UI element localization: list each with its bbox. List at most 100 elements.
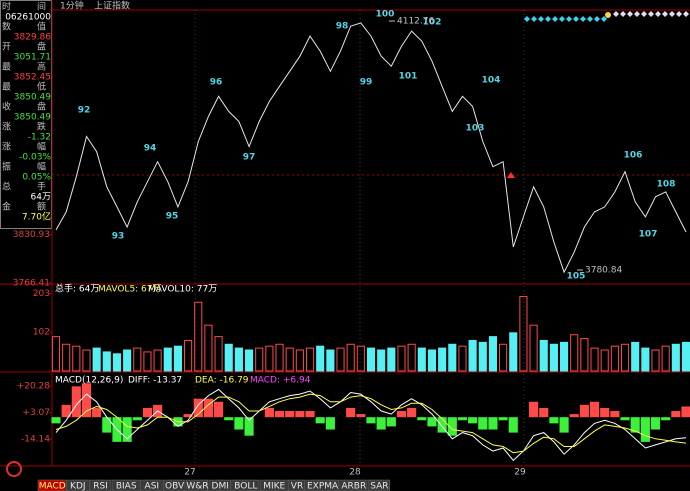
volume-bar — [478, 341, 487, 372]
y-tick-label: +3.07 — [22, 408, 50, 418]
marker — [552, 16, 558, 22]
wave-label: 93 — [112, 232, 125, 242]
macd-bar — [81, 383, 92, 418]
info-value: 3850.49 — [14, 93, 51, 103]
macd-bar — [681, 406, 690, 418]
macd-bar — [193, 398, 203, 418]
tab-label[interactable]: BOLL — [234, 482, 257, 491]
panel-legend: MAVOL10: 77万 — [148, 285, 217, 295]
volume-bar — [458, 345, 467, 372]
volume-bar — [509, 332, 518, 372]
tab-label[interactable]: MIKE — [263, 482, 285, 491]
tab[interactable] — [88, 479, 112, 491]
tab-label[interactable]: ASI — [145, 482, 160, 491]
wave-label: 96 — [210, 78, 223, 88]
macd-bar — [366, 417, 376, 424]
volume-bar — [316, 345, 325, 372]
volume-bar — [377, 349, 386, 372]
macd-bar — [600, 407, 610, 418]
x-tick-label: 28 — [349, 468, 361, 478]
volume-bar — [529, 324, 538, 372]
macd-bar — [315, 417, 325, 424]
volume-bar — [346, 343, 355, 372]
marker — [559, 16, 565, 22]
macd-bar — [295, 411, 305, 418]
volume-bar — [397, 345, 406, 372]
volume-bar — [620, 343, 630, 372]
tab[interactable] — [339, 479, 368, 491]
volume-bar — [82, 349, 91, 372]
volume-bar — [539, 339, 548, 372]
info-value: 7.70亿 — [22, 211, 51, 223]
panel-legend: MAVOL5: 67万 — [98, 285, 162, 295]
tab[interactable] — [162, 479, 186, 491]
volume-bar — [519, 296, 528, 372]
tab-label[interactable]: EXPMA — [307, 482, 339, 491]
marker — [683, 11, 689, 17]
tab-label[interactable]: BIAS — [116, 482, 137, 491]
tab[interactable] — [140, 479, 163, 491]
volume-bar — [92, 347, 101, 372]
tab[interactable] — [185, 479, 209, 491]
info-value: 06261000 — [5, 13, 51, 23]
volume-bar — [336, 347, 345, 372]
tab-label[interactable]: VR — [291, 482, 303, 491]
tab-label[interactable]: DMI — [212, 482, 229, 491]
tab-label[interactable]: KDJ — [70, 482, 86, 491]
volume-bar — [123, 349, 132, 372]
volume-bar — [214, 336, 223, 372]
tab[interactable] — [66, 479, 89, 491]
wave-label: 103 — [466, 124, 485, 134]
macd-bar — [214, 401, 224, 418]
tab-label[interactable]: W&R — [186, 482, 208, 491]
tab[interactable] — [231, 479, 260, 491]
x-tick-label: 29 — [514, 468, 526, 478]
tab[interactable] — [259, 479, 288, 491]
volume-bar — [580, 338, 589, 372]
marker — [580, 16, 586, 22]
period: 1分钟 — [60, 0, 84, 12]
volume-bar — [438, 347, 447, 372]
volume-bar — [448, 343, 457, 372]
volume-bar — [62, 343, 71, 372]
tab[interactable] — [208, 479, 231, 491]
tab-label[interactable]: OBV — [165, 482, 185, 491]
macd-bar — [529, 401, 539, 418]
marker — [524, 16, 530, 22]
signal-arrow — [507, 172, 515, 178]
wave-label: 105 — [567, 272, 586, 282]
volume-bar — [610, 345, 619, 372]
wave-label: 95 — [166, 212, 179, 222]
wave-label: 102 — [423, 18, 442, 28]
marker — [669, 11, 675, 17]
tab-label[interactable]: RSI — [93, 482, 108, 491]
volume-bar — [661, 345, 670, 372]
macd-bar — [457, 417, 468, 421]
tab[interactable] — [37, 479, 66, 491]
panel-legend: MACD(12,26,9) — [55, 376, 123, 386]
wave-label: 108 — [657, 180, 676, 190]
tab-label[interactable]: MACD — [39, 482, 66, 491]
info-value: 0.05% — [22, 173, 51, 183]
marker — [545, 16, 551, 22]
info-value: 64万 — [31, 193, 51, 203]
volume-bar — [255, 347, 264, 372]
macd-bar — [234, 417, 244, 430]
macd-bar — [396, 411, 407, 418]
tab-label[interactable]: ARBR — [341, 482, 366, 491]
volume-bar — [51, 336, 61, 372]
wave-label: 101 — [399, 72, 418, 82]
marker — [634, 11, 640, 17]
annotation: 4112.76 — [397, 17, 434, 27]
volume-bar — [275, 343, 284, 372]
tab-label[interactable]: SAR — [370, 482, 388, 491]
y-tick-label: +20.28 — [17, 381, 51, 391]
marker — [641, 11, 647, 17]
tab[interactable] — [111, 479, 140, 491]
tab[interactable] — [288, 479, 305, 491]
macd-bar — [71, 386, 81, 418]
tab[interactable] — [305, 479, 339, 491]
wave-label: 99 — [360, 78, 373, 88]
tab[interactable] — [367, 479, 391, 491]
